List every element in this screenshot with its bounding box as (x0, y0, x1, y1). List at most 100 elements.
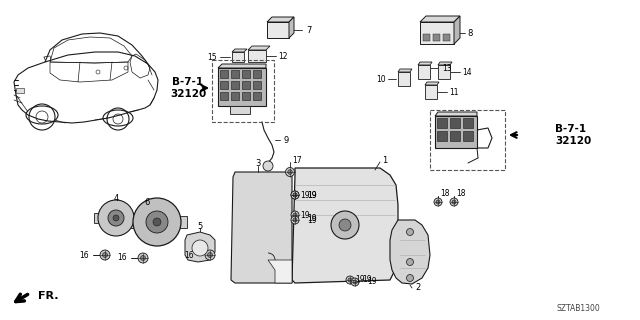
Polygon shape (232, 49, 247, 52)
Bar (435, 116, 477, 148)
Circle shape (291, 191, 299, 199)
Polygon shape (289, 17, 294, 38)
Text: 9: 9 (283, 135, 288, 145)
Circle shape (353, 280, 357, 284)
Bar (253, 70, 261, 78)
Text: SZTAB1300: SZTAB1300 (556, 304, 600, 313)
Polygon shape (418, 62, 432, 65)
Text: 19: 19 (355, 276, 365, 284)
Bar (420, 22, 454, 44)
Text: 4: 4 (113, 194, 118, 203)
Circle shape (346, 276, 354, 284)
Polygon shape (185, 232, 215, 262)
Circle shape (98, 200, 134, 236)
Bar (450, 118, 460, 128)
Circle shape (288, 170, 292, 174)
Text: 6: 6 (144, 197, 150, 206)
Bar (248, 50, 266, 62)
Circle shape (146, 211, 168, 233)
Text: 14: 14 (462, 68, 472, 76)
Bar (253, 92, 261, 100)
Text: 12: 12 (278, 52, 287, 60)
Circle shape (348, 278, 352, 282)
Text: 13: 13 (442, 63, 452, 73)
Circle shape (351, 278, 359, 286)
Bar (423, 34, 430, 41)
Circle shape (406, 259, 413, 266)
Text: 16: 16 (184, 251, 194, 260)
Circle shape (285, 167, 294, 177)
Circle shape (263, 161, 273, 171)
Bar (463, 131, 473, 141)
Text: 11: 11 (449, 87, 458, 97)
Bar (230, 106, 250, 114)
Bar (253, 81, 261, 89)
Text: 18: 18 (440, 188, 449, 197)
Polygon shape (420, 16, 460, 22)
Circle shape (205, 250, 215, 260)
Text: 16: 16 (117, 253, 127, 262)
Circle shape (138, 253, 148, 263)
Text: 19: 19 (300, 190, 310, 199)
Circle shape (108, 210, 124, 226)
Circle shape (434, 198, 442, 206)
Text: 19: 19 (307, 215, 317, 225)
Bar (218, 68, 266, 106)
Bar (231, 70, 239, 78)
Circle shape (291, 216, 299, 224)
Circle shape (100, 250, 110, 260)
Text: 3: 3 (255, 158, 260, 167)
Circle shape (331, 211, 359, 239)
Circle shape (102, 252, 108, 258)
Text: 19: 19 (367, 277, 376, 286)
Text: 15: 15 (207, 52, 217, 61)
Bar (398, 72, 410, 86)
Bar (242, 70, 250, 78)
Text: 5: 5 (197, 221, 203, 230)
Text: 8: 8 (467, 28, 472, 37)
Text: 7: 7 (306, 26, 312, 35)
Circle shape (339, 219, 351, 231)
Text: 1: 1 (382, 156, 387, 164)
Bar (267, 22, 289, 38)
Bar (212, 60, 274, 122)
Bar (173, 216, 187, 228)
Circle shape (192, 240, 208, 256)
Circle shape (291, 191, 299, 199)
Bar (94, 213, 106, 223)
Circle shape (406, 275, 413, 282)
Circle shape (293, 218, 297, 222)
Circle shape (207, 252, 212, 258)
Text: 16: 16 (79, 251, 89, 260)
Text: B-7-1
32120: B-7-1 32120 (170, 77, 206, 99)
Circle shape (153, 218, 161, 226)
Text: 19: 19 (307, 190, 317, 199)
Text: 19: 19 (362, 276, 372, 284)
Bar (430, 110, 505, 170)
Text: 19: 19 (307, 190, 317, 199)
Circle shape (436, 200, 440, 204)
Text: 19: 19 (307, 213, 317, 222)
Bar (127, 216, 141, 228)
Bar (242, 92, 250, 100)
Bar (438, 65, 450, 79)
Circle shape (450, 198, 458, 206)
Polygon shape (292, 168, 398, 283)
Polygon shape (248, 46, 270, 50)
Polygon shape (218, 64, 266, 68)
Polygon shape (435, 112, 477, 116)
Polygon shape (425, 82, 439, 85)
Bar (231, 92, 239, 100)
Bar (220, 81, 228, 89)
Circle shape (452, 200, 456, 204)
Polygon shape (438, 62, 452, 65)
Bar (433, 34, 440, 41)
Bar (242, 81, 250, 89)
Circle shape (133, 198, 181, 246)
Text: 17: 17 (292, 156, 301, 164)
Text: 2: 2 (415, 284, 420, 292)
Text: FR.: FR. (38, 291, 58, 301)
Text: 18: 18 (456, 188, 465, 197)
Circle shape (293, 213, 297, 217)
Bar (126, 213, 138, 223)
